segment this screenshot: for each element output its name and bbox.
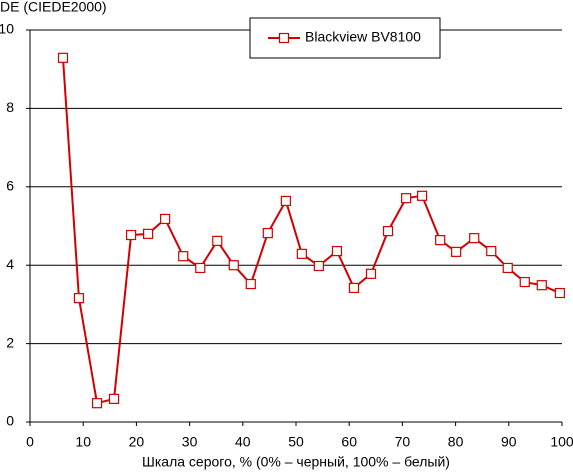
y-tick-label: 8 (6, 99, 14, 115)
series-line (61, 57, 561, 405)
x-tick-label: 0 (26, 434, 34, 450)
x-tick-label: 70 (395, 434, 411, 450)
point-marker (416, 190, 428, 201)
point-marker (469, 233, 480, 244)
point-marker (502, 262, 513, 274)
x-tick-label: 20 (129, 434, 145, 450)
x-tick-label: 60 (341, 434, 357, 450)
x-tick-label: 50 (288, 434, 304, 450)
point-marker (331, 245, 343, 257)
y-axis-title: DE (CIEDE2000) (0, 0, 107, 15)
y-tick-label: 10 (0, 21, 14, 37)
point-marker (125, 229, 137, 241)
legend-label: Blackview BV8100 (305, 29, 421, 45)
x-tick-label: 30 (182, 434, 198, 450)
point-marker (160, 213, 171, 225)
point-marker (245, 278, 256, 290)
series (57, 52, 565, 409)
point-marker (382, 225, 394, 237)
point-marker (195, 262, 206, 274)
point-marker (348, 282, 360, 294)
point-marker (108, 393, 120, 404)
x-tick-label: 90 (501, 434, 517, 450)
point-marker (280, 195, 291, 207)
point-marker (178, 251, 189, 262)
point-marker (519, 276, 530, 288)
y-tick-label: 2 (6, 334, 14, 350)
legend-marker (278, 32, 290, 44)
point-marker (212, 235, 223, 246)
y-tick-label: 6 (6, 178, 14, 194)
point-marker (228, 260, 239, 271)
x-axis-title: Шкала серого, % (0% – черный, 100% – бел… (142, 454, 450, 470)
point-marker (73, 293, 85, 304)
point-marker (451, 246, 462, 257)
point-marker (143, 228, 154, 239)
point-marker (313, 260, 324, 272)
point-marker (262, 227, 273, 239)
y-tick-label: 0 (6, 413, 14, 429)
point-marker (554, 287, 565, 299)
x-tick-label: 40 (235, 434, 251, 450)
point-marker (365, 268, 377, 279)
point-marker (296, 248, 307, 259)
point-marker (486, 245, 497, 257)
point-marker (91, 398, 103, 409)
legend: Blackview BV8100 (249, 17, 441, 59)
x-tick-label: 10 (75, 434, 91, 450)
point-marker (435, 235, 446, 246)
x-tick-label: 80 (448, 434, 464, 450)
point-marker (57, 52, 69, 63)
x-tick-label: 100 (550, 434, 573, 450)
point-marker (401, 193, 412, 204)
y-tick-label: 4 (6, 256, 14, 272)
point-marker (536, 280, 547, 291)
